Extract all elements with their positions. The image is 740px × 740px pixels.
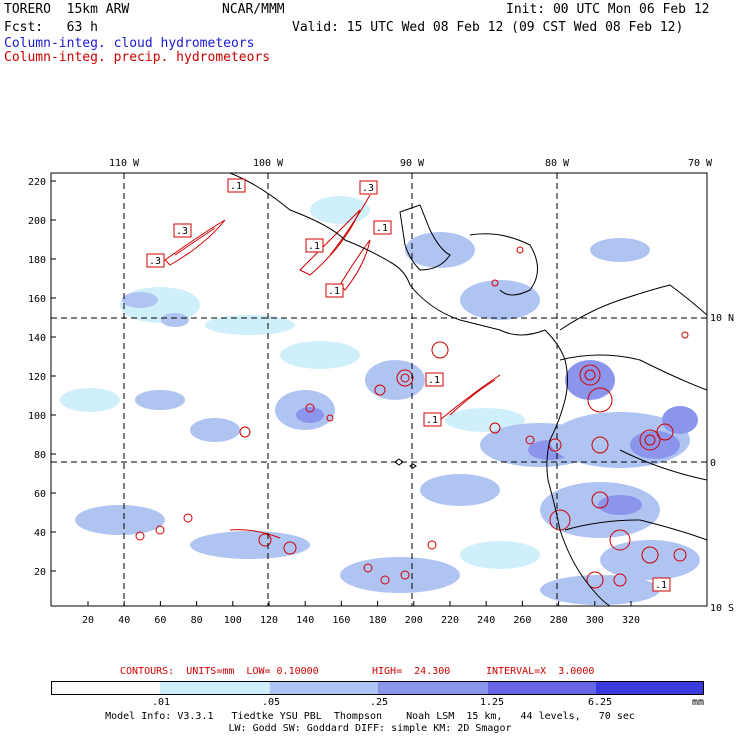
x-tick-label: 180 (369, 615, 387, 626)
x-tick-label: 120 (260, 615, 278, 626)
contour-label: .1 (230, 181, 242, 192)
y-tick-label: 120 (28, 372, 46, 383)
colorbar-tick-label: .25 (370, 697, 389, 708)
legend-cloud: Column-integ. cloud hydrometeors (4, 36, 255, 51)
x-tick-label: 140 (296, 615, 314, 626)
contour-label: .1 (308, 241, 320, 252)
contour-label-box (146, 253, 165, 268)
y-tick-label: 60 (34, 489, 46, 500)
model-info-line2: LW: Godd SW: Goddard DIFF: simple KM: 2D… (228, 723, 512, 734)
contour-label-box (373, 220, 392, 235)
x-tick-label: 200 (405, 615, 423, 626)
colorbar-tick-label: .05 (262, 697, 281, 708)
forecast-hour: Fcst: 63 h (4, 20, 98, 35)
y-tick-label: 140 (28, 333, 46, 344)
x-tick-label: 300 (586, 615, 604, 626)
colorbar-tick-label: 1.25 (480, 697, 505, 708)
contour-label-box (173, 223, 192, 238)
y-tick-label: 100 (28, 411, 46, 422)
contour-label: .1 (376, 223, 388, 234)
latitude-label: 10 N (710, 313, 734, 324)
y-tick-label: 180 (28, 255, 46, 266)
x-tick-label: 40 (118, 615, 130, 626)
colorbar-segment (51, 681, 162, 695)
longitude-label: 70 W (688, 158, 713, 169)
longitude-label: 80 W (545, 158, 570, 169)
map-field (51, 173, 707, 606)
contour-label-box (423, 412, 442, 427)
longitude-label: 90 W (400, 158, 425, 169)
latitude-label: 0 (710, 458, 716, 469)
contour-label: .1 (426, 415, 438, 426)
y-tick-label: 220 (28, 177, 46, 188)
x-axis: 20 40 60 80 100 120 140 160 180 200 220 240 260 280 30… (82, 601, 640, 626)
colorbar-segment (160, 681, 271, 695)
contour-label: .1 (655, 580, 667, 591)
latitude-labels: 10 N 0 10 S (710, 313, 734, 614)
x-tick-label: 260 (513, 615, 531, 626)
colorbar-segment (378, 681, 489, 695)
org-label: NCAR/MMM (222, 2, 285, 17)
y-axis: 220 200 180 160 140 120 100 80 60 40 20 (28, 177, 56, 578)
x-tick-label: 160 (332, 615, 350, 626)
y-tick-label: 40 (34, 528, 46, 539)
contour-label-box (425, 372, 444, 387)
x-tick-label: 280 (550, 615, 568, 626)
colorbar-tick-label: .01 (152, 697, 171, 708)
contour-label-box (325, 283, 344, 298)
y-tick-label: 160 (28, 294, 46, 305)
contour-label-box (359, 180, 378, 195)
longitude-labels: 110 W 100 W 90 W 80 W 70 W (109, 158, 713, 169)
contour-label-box (652, 577, 671, 592)
contour-labels: .1 .3 .3 .1 .3 .1 .1 .1 .1 .1 (146, 178, 671, 592)
y-tick-label: 200 (28, 216, 46, 227)
colorbar-segment (488, 681, 597, 695)
contour-interval: INTERVAL=X 3.0000 (486, 666, 595, 677)
longitude-label: 100 W (253, 158, 284, 169)
contour-label: .1 (428, 375, 440, 386)
colorbar-segment (596, 681, 704, 695)
cloud-hydrometeor-shading (60, 196, 700, 605)
init-time: Init: 00 UTC Mon 06 Feb 12 (506, 2, 710, 17)
colorbar-tick-label: 6.25 (588, 697, 613, 708)
contour-label: .3 (362, 183, 374, 194)
longitude-label: 110 W (109, 158, 140, 169)
model-info-line1: Model Info: V3.3.1 Tiedtke YSU PBL Thomp… (105, 711, 635, 722)
x-tick-label: 80 (191, 615, 203, 626)
contour-label: .3 (176, 226, 188, 237)
x-tick-label: 240 (477, 615, 495, 626)
x-tick-label: 60 (154, 615, 166, 626)
latitude-label: 10 S (710, 603, 734, 614)
legend-precip: Column-integ. precip. hydrometeors (4, 50, 271, 65)
colorbar-unit: mm (692, 697, 705, 708)
colorbar-segment (270, 681, 379, 695)
contour-label: .3 (149, 256, 161, 267)
contour-label-box (305, 238, 324, 253)
x-tick-label: 320 (622, 615, 640, 626)
contour-label-box (227, 178, 246, 193)
x-tick-label: 220 (441, 615, 459, 626)
contour-high: HIGH= 24.300 (372, 666, 451, 677)
precip-contours (135, 194, 689, 589)
contour-units: CONTOURS: UNITS=mm LOW= 0.10000 (120, 666, 319, 677)
x-tick-label: 100 (224, 615, 242, 626)
contour-label: .1 (328, 286, 340, 297)
valid-time: Valid: 15 UTC Wed 08 Feb 12 (09 CST Wed … (292, 20, 684, 35)
y-tick-label: 80 (34, 450, 46, 461)
lat-lon-grid (51, 173, 707, 606)
map-frame (50, 172, 708, 607)
y-tick-label: 20 (34, 567, 46, 578)
model-title: TORERO 15km ARW (4, 2, 130, 17)
x-tick-label: 20 (82, 615, 94, 626)
